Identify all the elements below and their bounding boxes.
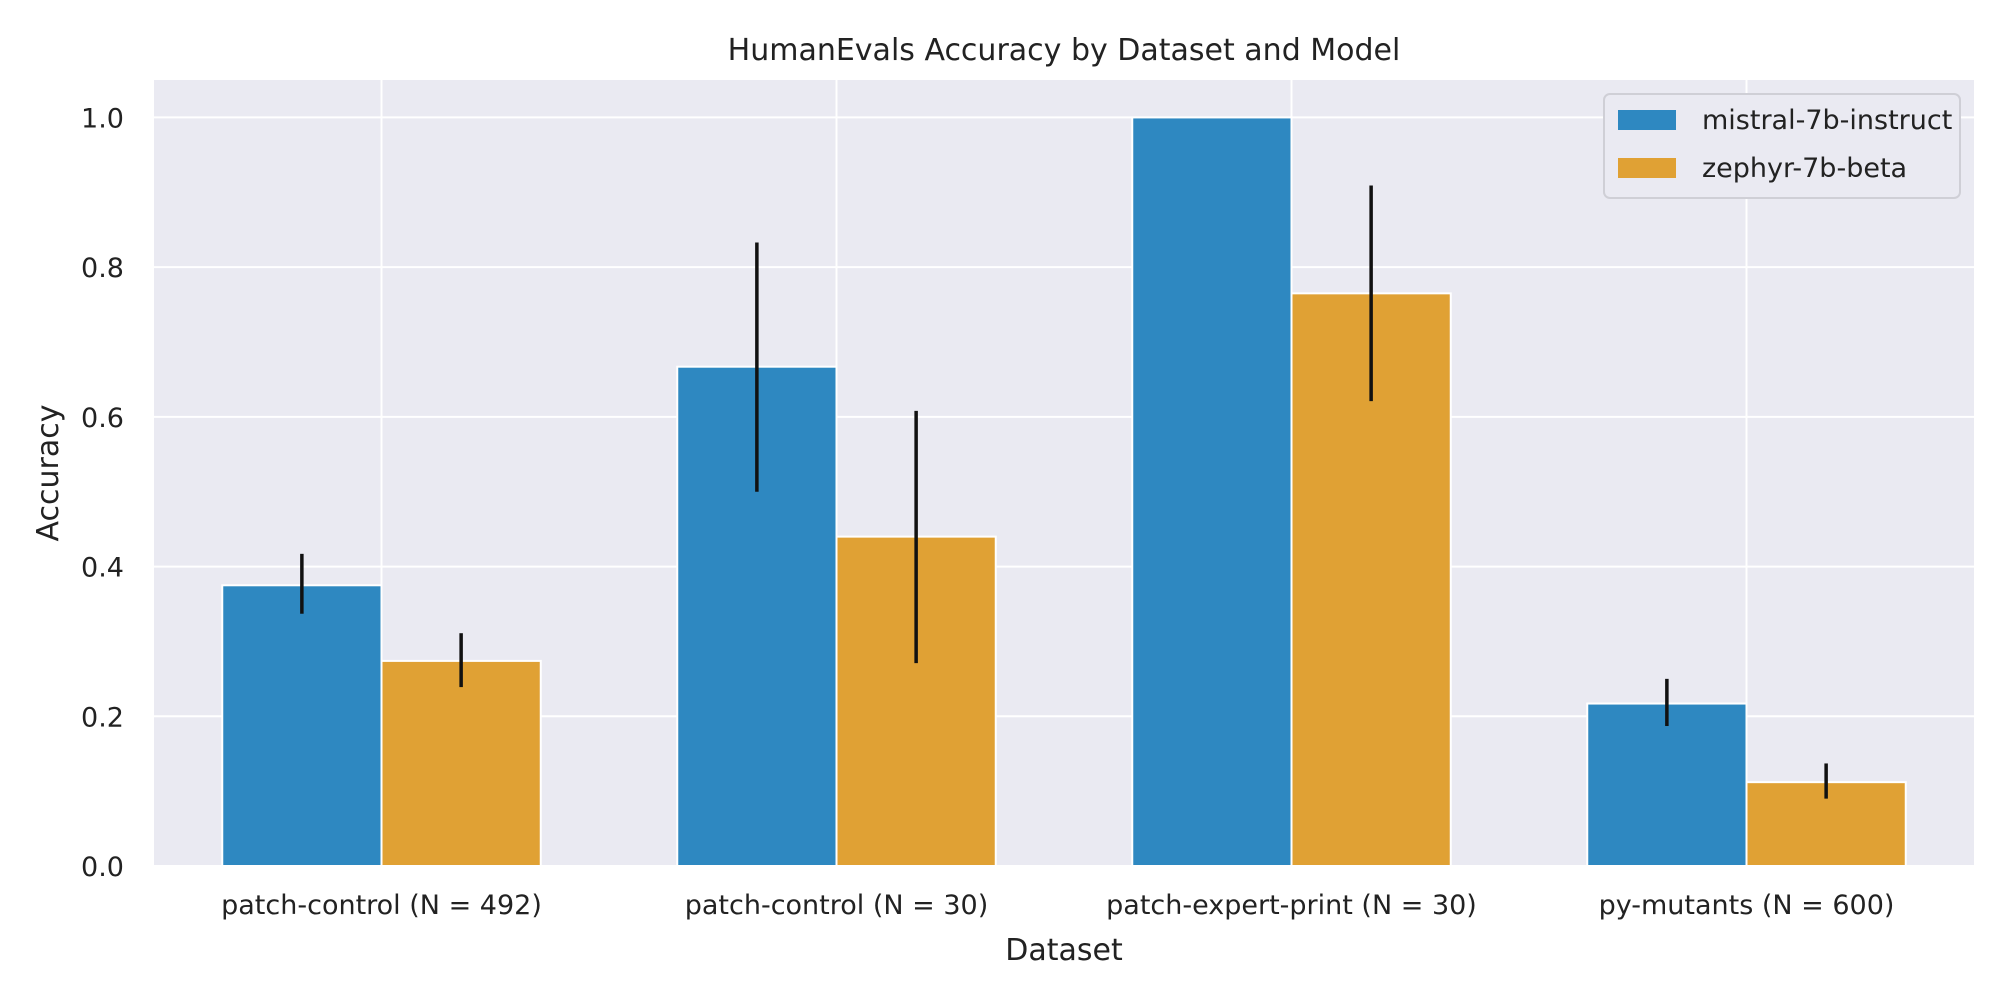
legend-label-zephyr: zephyr-7b-beta [1702, 153, 1907, 184]
bar-mistral-0 [221, 584, 383, 867]
bars [221, 116, 1907, 868]
bar-zephyr-1 [835, 535, 997, 868]
bar-mistral-3 [1586, 702, 1748, 867]
legend-label-mistral: mistral-7b-instruct [1702, 105, 1952, 136]
x-tick-labels: patch-control (N = 492) patch-control (N … [221, 890, 1894, 921]
y-tick-label: 0.4 [81, 553, 124, 584]
legend-swatch-mistral [1618, 110, 1676, 130]
legend: mistral-7b-instruct zephyr-7b-beta [1603, 93, 1961, 199]
legend-box [1603, 93, 1961, 199]
x-tick-label: patch-expert-print (N = 30) [1106, 890, 1477, 921]
y-tick-label: 1.0 [81, 103, 124, 134]
y-axis-label: Accuracy [31, 405, 66, 542]
y-tick-label: 0.0 [81, 852, 124, 883]
y-tick-label: 0.8 [81, 253, 124, 284]
y-tick-labels: 0.0 0.2 0.4 0.6 0.8 1.0 [81, 103, 124, 883]
chart-title: HumanEvals Accuracy by Dataset and Model [728, 33, 1401, 68]
x-axis-label: Dataset [1005, 933, 1123, 968]
x-tick-label: patch-control (N = 30) [685, 890, 989, 921]
error-bars [300, 185, 1828, 799]
x-tick-label: py-mutants (N = 600) [1599, 890, 1895, 921]
y-tick-label: 0.6 [81, 403, 124, 434]
y-tick-label: 0.2 [81, 702, 124, 733]
legend-swatch-zephyr [1618, 158, 1676, 178]
bar-mistral-2 [1131, 116, 1293, 867]
x-tick-label: patch-control (N = 492) [221, 890, 542, 921]
bar-zephyr-0 [380, 659, 542, 867]
